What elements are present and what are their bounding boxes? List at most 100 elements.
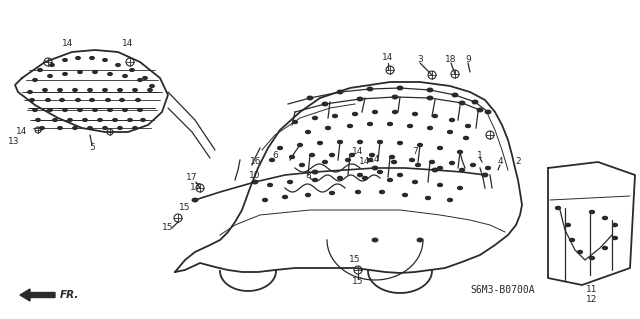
Ellipse shape: [603, 217, 607, 219]
Ellipse shape: [589, 211, 595, 213]
Ellipse shape: [78, 108, 82, 111]
Ellipse shape: [130, 69, 134, 71]
Text: 1: 1: [477, 151, 483, 160]
Ellipse shape: [447, 130, 452, 134]
Ellipse shape: [28, 91, 32, 93]
Ellipse shape: [90, 56, 94, 59]
Ellipse shape: [367, 122, 372, 126]
Text: 17: 17: [190, 183, 202, 192]
Ellipse shape: [268, 183, 273, 187]
Ellipse shape: [378, 140, 383, 144]
Text: 7: 7: [412, 147, 418, 157]
Ellipse shape: [415, 163, 420, 167]
Ellipse shape: [73, 89, 77, 92]
Text: 4: 4: [497, 158, 503, 167]
Ellipse shape: [612, 224, 618, 226]
Ellipse shape: [363, 176, 367, 180]
Ellipse shape: [98, 119, 102, 122]
Ellipse shape: [353, 113, 357, 115]
Text: 14: 14: [369, 155, 381, 165]
Ellipse shape: [472, 100, 477, 104]
Ellipse shape: [278, 146, 282, 150]
Text: 2: 2: [515, 158, 521, 167]
Ellipse shape: [76, 56, 80, 59]
Ellipse shape: [48, 108, 52, 111]
Text: 10: 10: [249, 170, 260, 180]
Ellipse shape: [108, 108, 112, 111]
Ellipse shape: [460, 101, 465, 105]
Ellipse shape: [337, 90, 343, 94]
Ellipse shape: [30, 99, 34, 101]
Ellipse shape: [408, 124, 412, 128]
Text: 8: 8: [305, 170, 311, 180]
Ellipse shape: [566, 224, 570, 226]
Ellipse shape: [556, 206, 561, 210]
Ellipse shape: [108, 73, 112, 75]
Ellipse shape: [76, 99, 80, 101]
Ellipse shape: [123, 75, 127, 78]
Ellipse shape: [369, 153, 374, 157]
Ellipse shape: [300, 163, 305, 167]
Ellipse shape: [192, 198, 198, 202]
Ellipse shape: [33, 78, 37, 81]
Ellipse shape: [346, 159, 351, 161]
Ellipse shape: [378, 170, 383, 174]
Ellipse shape: [438, 167, 442, 169]
Ellipse shape: [356, 190, 360, 194]
Ellipse shape: [603, 247, 607, 249]
Ellipse shape: [283, 196, 287, 198]
Text: 14: 14: [382, 54, 394, 63]
Text: 12: 12: [586, 295, 598, 305]
Ellipse shape: [337, 140, 342, 144]
Ellipse shape: [337, 176, 342, 180]
Ellipse shape: [136, 99, 140, 101]
Text: 14: 14: [16, 128, 28, 137]
Ellipse shape: [438, 146, 442, 150]
Ellipse shape: [143, 77, 147, 79]
Ellipse shape: [118, 127, 122, 130]
Ellipse shape: [426, 197, 431, 200]
Ellipse shape: [458, 151, 463, 153]
Ellipse shape: [305, 130, 310, 134]
Text: 11: 11: [586, 286, 598, 294]
Ellipse shape: [48, 75, 52, 78]
Ellipse shape: [463, 137, 468, 139]
Ellipse shape: [141, 119, 145, 122]
Text: 15: 15: [179, 204, 191, 212]
Ellipse shape: [326, 126, 330, 130]
Ellipse shape: [46, 99, 50, 101]
Ellipse shape: [348, 124, 353, 128]
Ellipse shape: [90, 99, 94, 101]
Ellipse shape: [410, 159, 415, 161]
Ellipse shape: [413, 113, 417, 115]
Text: 15: 15: [352, 278, 364, 286]
Ellipse shape: [138, 108, 142, 111]
Ellipse shape: [298, 144, 303, 146]
Ellipse shape: [123, 108, 127, 111]
Ellipse shape: [133, 89, 137, 92]
Ellipse shape: [358, 174, 362, 176]
Ellipse shape: [33, 108, 37, 111]
Text: 5: 5: [89, 144, 95, 152]
Text: 15: 15: [349, 256, 361, 264]
Ellipse shape: [372, 238, 378, 242]
Ellipse shape: [93, 108, 97, 111]
Ellipse shape: [312, 178, 317, 182]
Ellipse shape: [88, 127, 92, 130]
Ellipse shape: [330, 153, 335, 157]
Ellipse shape: [392, 160, 396, 164]
Text: 16: 16: [250, 158, 262, 167]
Text: 17: 17: [186, 174, 198, 182]
Ellipse shape: [397, 174, 403, 176]
Ellipse shape: [570, 239, 575, 241]
Ellipse shape: [577, 250, 582, 254]
Ellipse shape: [63, 108, 67, 111]
Ellipse shape: [58, 89, 62, 92]
Ellipse shape: [417, 238, 423, 242]
Text: 14: 14: [352, 147, 364, 157]
Ellipse shape: [433, 115, 437, 117]
Ellipse shape: [367, 87, 372, 91]
Ellipse shape: [428, 126, 433, 130]
Ellipse shape: [372, 166, 378, 170]
Text: S6M3-B0700A: S6M3-B0700A: [470, 285, 534, 295]
